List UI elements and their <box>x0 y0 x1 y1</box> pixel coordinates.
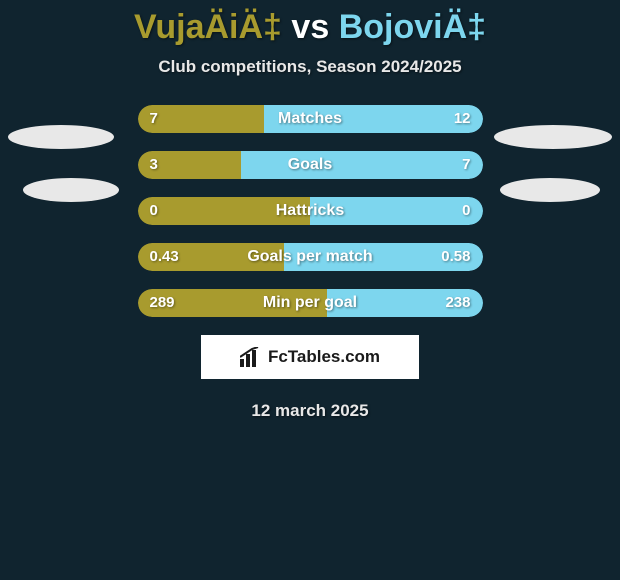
stat-row: 0 0 Hattricks <box>138 197 483 225</box>
title-vs: vs <box>282 8 339 46</box>
ellipse-deco <box>500 178 600 202</box>
bar-right <box>241 151 483 179</box>
stat-rows: 7 12 Matches 3 7 Goals 0 0 Hattricks 0.4… <box>138 105 483 317</box>
stat-right-value: 12 <box>442 105 483 133</box>
stat-right-value: 7 <box>450 151 482 179</box>
stat-left-value: 7 <box>138 105 170 133</box>
stat-left-value: 0 <box>138 197 170 225</box>
stat-left-value: 0.43 <box>138 243 191 271</box>
stat-row: 7 12 Matches <box>138 105 483 133</box>
ellipse-deco <box>23 178 119 202</box>
title-player1: VujaÄiÄ‡ <box>134 8 282 46</box>
stat-right-value: 0 <box>450 197 482 225</box>
stat-row: 289 238 Min per goal <box>138 289 483 317</box>
source-badge: FcTables.com <box>201 335 419 379</box>
stat-right-value: 0.58 <box>429 243 482 271</box>
page-title: VujaÄiÄ‡ vs BojoviÄ‡ <box>0 0 620 47</box>
subtitle: Club competitions, Season 2024/2025 <box>0 57 620 77</box>
source-badge-text: FcTables.com <box>268 347 380 367</box>
stat-row: 3 7 Goals <box>138 151 483 179</box>
ellipse-deco <box>494 125 612 149</box>
ellipse-deco <box>8 125 114 149</box>
stat-left-value: 3 <box>138 151 170 179</box>
stat-right-value: 238 <box>433 289 482 317</box>
stat-left-value: 289 <box>138 289 187 317</box>
date-text: 12 march 2025 <box>0 401 620 421</box>
stat-row: 0.43 0.58 Goals per match <box>138 243 483 271</box>
title-player2: BojoviÄ‡ <box>339 8 486 46</box>
bars-icon <box>240 347 262 367</box>
